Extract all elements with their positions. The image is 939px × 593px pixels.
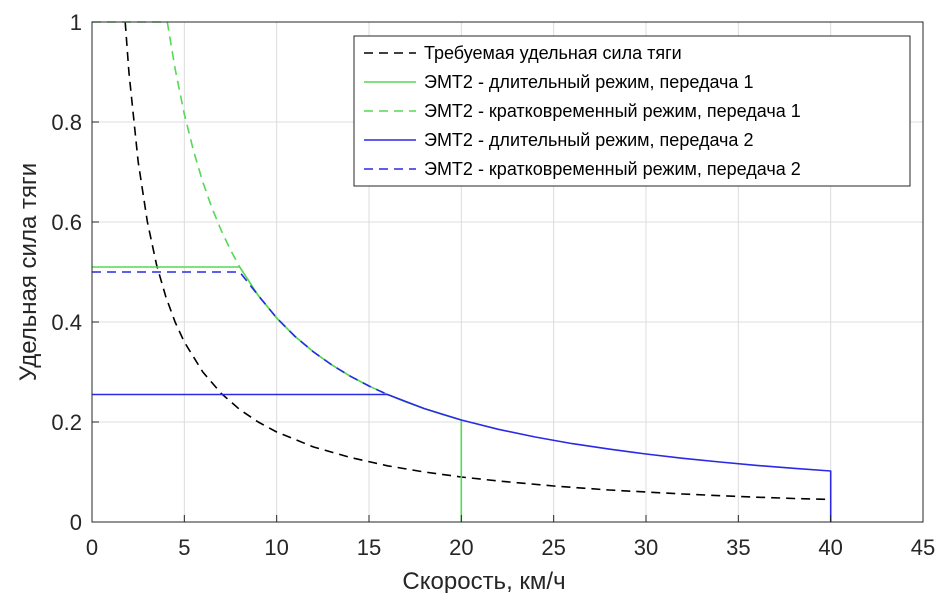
- series-layer: [92, 21, 832, 522]
- legend-box: [353, 35, 911, 187]
- y-axis-title: Удельная сила тяги: [15, 163, 42, 381]
- y-tick-label: 0.8: [51, 110, 82, 135]
- x-tick-label: 10: [264, 535, 288, 560]
- legend-label: ЭМТ2 - кратковременный режим, передача 2: [424, 159, 801, 179]
- x-tick-label: 35: [726, 535, 750, 560]
- x-tick-label: 45: [911, 535, 935, 560]
- x-tick-label: 5: [178, 535, 190, 560]
- x-tick-label: 25: [541, 535, 565, 560]
- ticks: [91, 21, 924, 523]
- x-tick-label: 0: [86, 535, 98, 560]
- y-tick-label: 1: [70, 10, 82, 35]
- legend-label: ЭМТ2 - длительный режим, передача 2: [424, 130, 753, 150]
- legend-label: ЭМТ2 - кратковременный режим, передача 1: [424, 101, 801, 121]
- legend: Требуемая удельная сила тяги ЭМТ2 - длите…: [353, 35, 911, 187]
- x-tick-label: 20: [449, 535, 473, 560]
- y-tick-label: 0.2: [51, 410, 82, 435]
- legend-label: ЭМТ2 - длительный режим, передача 1: [424, 72, 753, 92]
- series-line-5: [92, 271, 388, 396]
- y-tick-label: 0.6: [51, 210, 82, 235]
- x-tick-label: 15: [357, 535, 381, 560]
- y-tick-label: 0: [70, 510, 82, 535]
- x-axis-title: Скорость, км/ч: [402, 568, 565, 593]
- legend-label: Требуемая удельная сила тяги: [424, 43, 682, 63]
- x-tick-labels: 0 5 10 15 20 25 30 35 40 45: [86, 535, 935, 560]
- x-tick-label: 30: [634, 535, 658, 560]
- axes-box: [91, 21, 924, 523]
- series-line-4: [92, 393, 832, 522]
- series-line-1: [124, 21, 831, 501]
- y-tick-label: 0.4: [51, 310, 82, 335]
- y-tick-labels: 0 0.2 0.4 0.6 0.8 1: [51, 10, 82, 535]
- series-line-3: [92, 21, 370, 387]
- x-tick-label: 40: [818, 535, 842, 560]
